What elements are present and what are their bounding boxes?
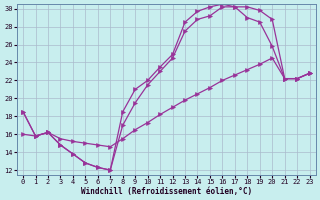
X-axis label: Windchill (Refroidissement éolien,°C): Windchill (Refroidissement éolien,°C) <box>81 187 252 196</box>
